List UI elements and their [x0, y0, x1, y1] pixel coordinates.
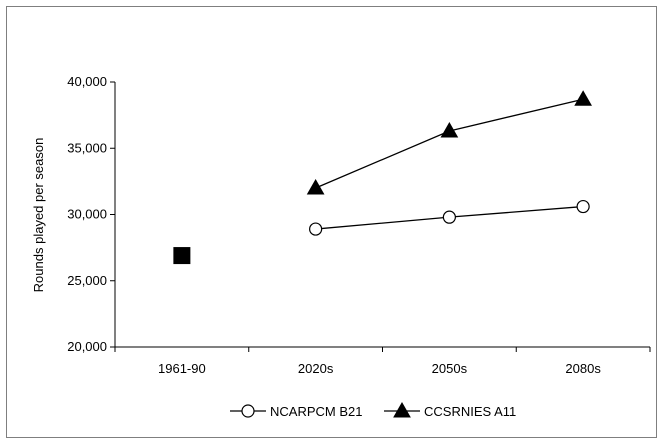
x-tick-label: 2080s: [565, 361, 601, 376]
x-tick-label: 1961-90: [158, 361, 206, 376]
data-point: [576, 199, 590, 214]
legend: NCARPCM B21 CCSRNIES A11: [230, 401, 516, 419]
legend-label: CCSRNIES A11: [424, 404, 516, 419]
x-tick-label: 2020s: [298, 361, 334, 376]
y-tick-label: 35,000: [67, 140, 107, 155]
legend-marker: [393, 401, 411, 418]
x-tick-label: 2050s: [432, 361, 468, 376]
series-markers: [173, 90, 592, 265]
data-point: [442, 210, 456, 224]
x-ticks: 1961-90 2020s 2050s 2080s: [114, 347, 651, 376]
y-axis-title: Rounds played per season: [31, 138, 46, 293]
y-ticks: 20,000 25,000 30,000 35,000 40,000: [67, 74, 115, 354]
y-tick-label: 30,000: [67, 207, 107, 222]
data-point: [440, 122, 459, 138]
data-point: [309, 222, 323, 236]
legend-label: NCARPCM B21: [270, 404, 362, 419]
y-tick-label: 20,000: [67, 339, 107, 354]
data-point: [306, 178, 325, 195]
y-tick-label: 40,000: [67, 74, 107, 89]
series-lines: [315, 98, 584, 230]
legend-marker: [241, 404, 255, 418]
baseline-point: [173, 247, 191, 265]
axes: [114, 82, 650, 348]
series-line-1: [315, 98, 584, 189]
y-tick-label: 25,000: [67, 273, 107, 288]
data-point: [574, 90, 592, 106]
